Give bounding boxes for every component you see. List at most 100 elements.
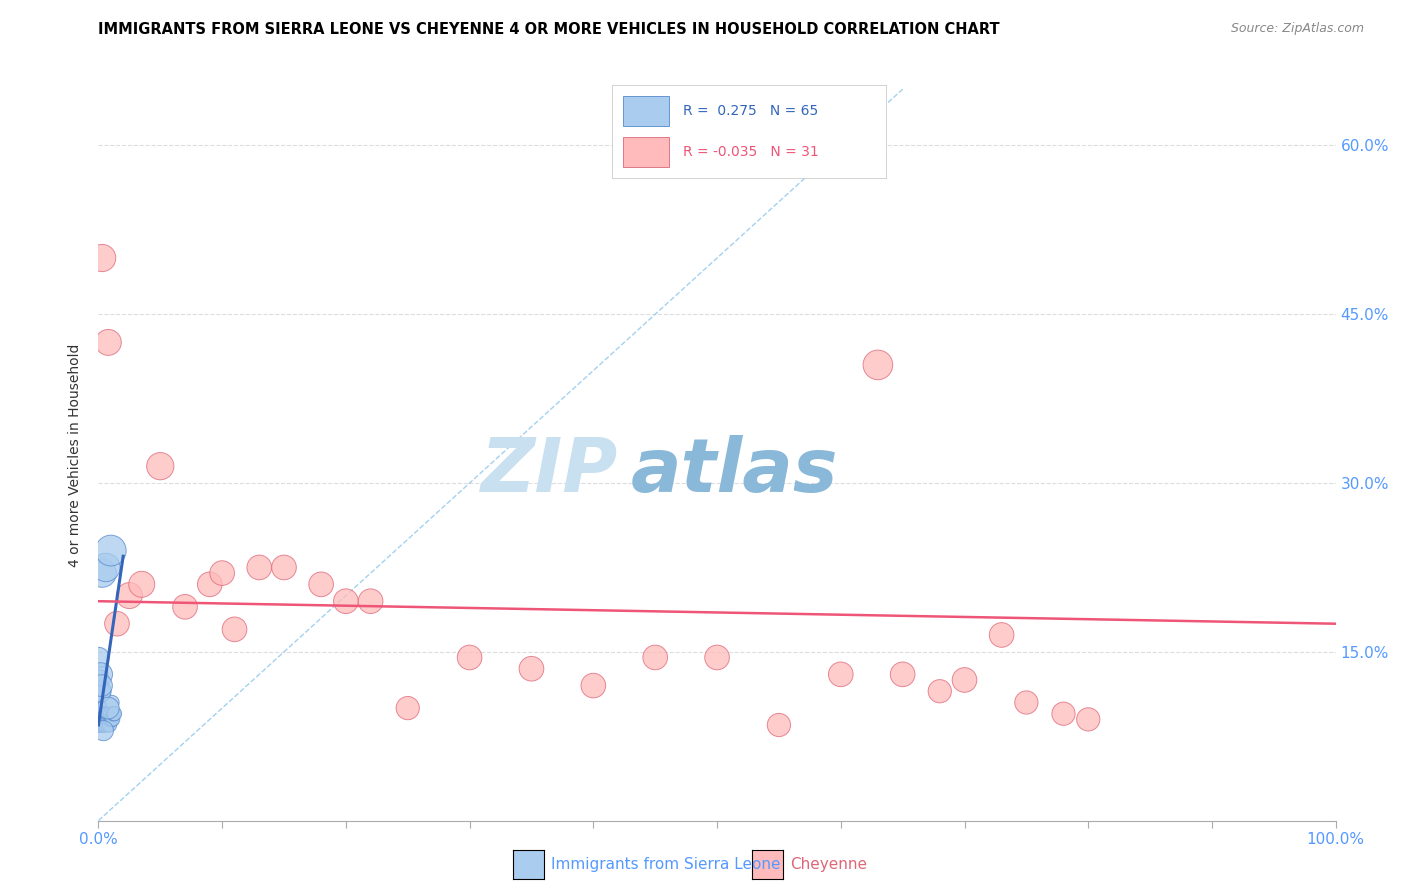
Point (91, 251, 114, 265)
Point (87, 712, 110, 726)
Point (953, 673, 976, 687)
Point (1077, 712, 1099, 726)
Point (105, 616, 128, 631)
Point (990, 628, 1012, 642)
Text: Cheyenne: Cheyenne (790, 857, 868, 871)
Point (309, 577, 332, 591)
Point (1052, 706, 1074, 721)
FancyBboxPatch shape (623, 137, 669, 167)
Point (174, 599, 197, 614)
Point (89, 706, 111, 721)
Point (1015, 696, 1038, 710)
Point (93, 706, 115, 721)
Point (90, 718, 112, 732)
Text: atlas: atlas (630, 435, 838, 508)
Text: R =  0.275   N = 65: R = 0.275 N = 65 (683, 104, 818, 118)
Point (97, 706, 120, 721)
Point (100, 543, 122, 558)
Text: ZIP: ZIP (481, 435, 619, 508)
Point (89, 712, 111, 726)
Point (93, 723, 115, 738)
Point (89, 684, 111, 698)
Point (89, 684, 111, 698)
Point (94, 560, 117, 574)
Text: R = -0.035   N = 31: R = -0.035 N = 31 (683, 145, 818, 159)
Point (90, 706, 112, 721)
Point (94, 718, 117, 732)
Point (928, 684, 950, 698)
Point (89, 673, 111, 687)
Point (93, 718, 115, 732)
Point (247, 560, 270, 574)
Point (91, 712, 114, 726)
Point (93, 706, 115, 721)
Point (89, 718, 111, 732)
Point (101, 712, 124, 726)
Point (90, 712, 112, 726)
Point (87, 650, 110, 665)
Point (89, 718, 111, 732)
Point (211, 566, 233, 580)
Point (89, 712, 111, 726)
Point (93, 718, 115, 732)
Point (90, 718, 112, 732)
Point (87, 667, 110, 681)
Point (96, 706, 118, 721)
Point (91, 706, 114, 721)
Point (90, 706, 112, 721)
Point (103, 706, 125, 721)
Point (91, 712, 114, 726)
Point (830, 667, 852, 681)
Point (90, 706, 112, 721)
Point (90, 679, 112, 693)
Point (100, 712, 122, 726)
Point (582, 679, 605, 693)
Point (96, 712, 118, 726)
Point (90, 706, 112, 721)
Text: Source: ZipAtlas.com: Source: ZipAtlas.com (1230, 22, 1364, 36)
Point (89, 706, 111, 721)
Point (93, 712, 115, 726)
Point (118, 589, 141, 603)
Point (90, 718, 112, 732)
Point (360, 594, 382, 608)
Point (103, 706, 125, 721)
Point (100, 706, 122, 721)
Point (149, 459, 172, 474)
Point (224, 623, 246, 637)
Point (644, 650, 666, 665)
Point (89, 706, 111, 721)
Point (98, 718, 121, 732)
Point (89, 712, 111, 726)
Point (97, 701, 120, 715)
Point (93, 712, 115, 726)
Point (131, 577, 153, 591)
Point (91, 718, 114, 732)
Point (90, 712, 112, 726)
Point (90, 712, 112, 726)
Point (706, 650, 728, 665)
Point (89, 712, 111, 726)
Point (273, 560, 295, 574)
Point (89, 718, 111, 732)
Point (94, 706, 117, 721)
Point (91, 566, 114, 580)
Point (97, 712, 120, 726)
Point (90, 701, 112, 715)
Point (396, 701, 419, 715)
Point (335, 594, 357, 608)
Point (89, 718, 111, 732)
Point (520, 662, 543, 676)
Text: IMMIGRANTS FROM SIERRA LEONE VS CHEYENNE 4 OR MORE VEHICLES IN HOUSEHOLD CORRELA: IMMIGRANTS FROM SIERRA LEONE VS CHEYENNE… (98, 22, 1000, 37)
Point (87, 712, 110, 726)
Text: Immigrants from Sierra Leone: Immigrants from Sierra Leone (551, 857, 780, 871)
Point (101, 696, 124, 710)
Point (458, 650, 481, 665)
Point (87, 718, 110, 732)
Y-axis label: 4 or more Vehicles in Household: 4 or more Vehicles in Household (69, 343, 83, 566)
Point (97, 335, 120, 350)
Point (89, 712, 111, 726)
Point (87, 718, 110, 732)
Point (97, 718, 120, 732)
Point (90, 667, 112, 681)
